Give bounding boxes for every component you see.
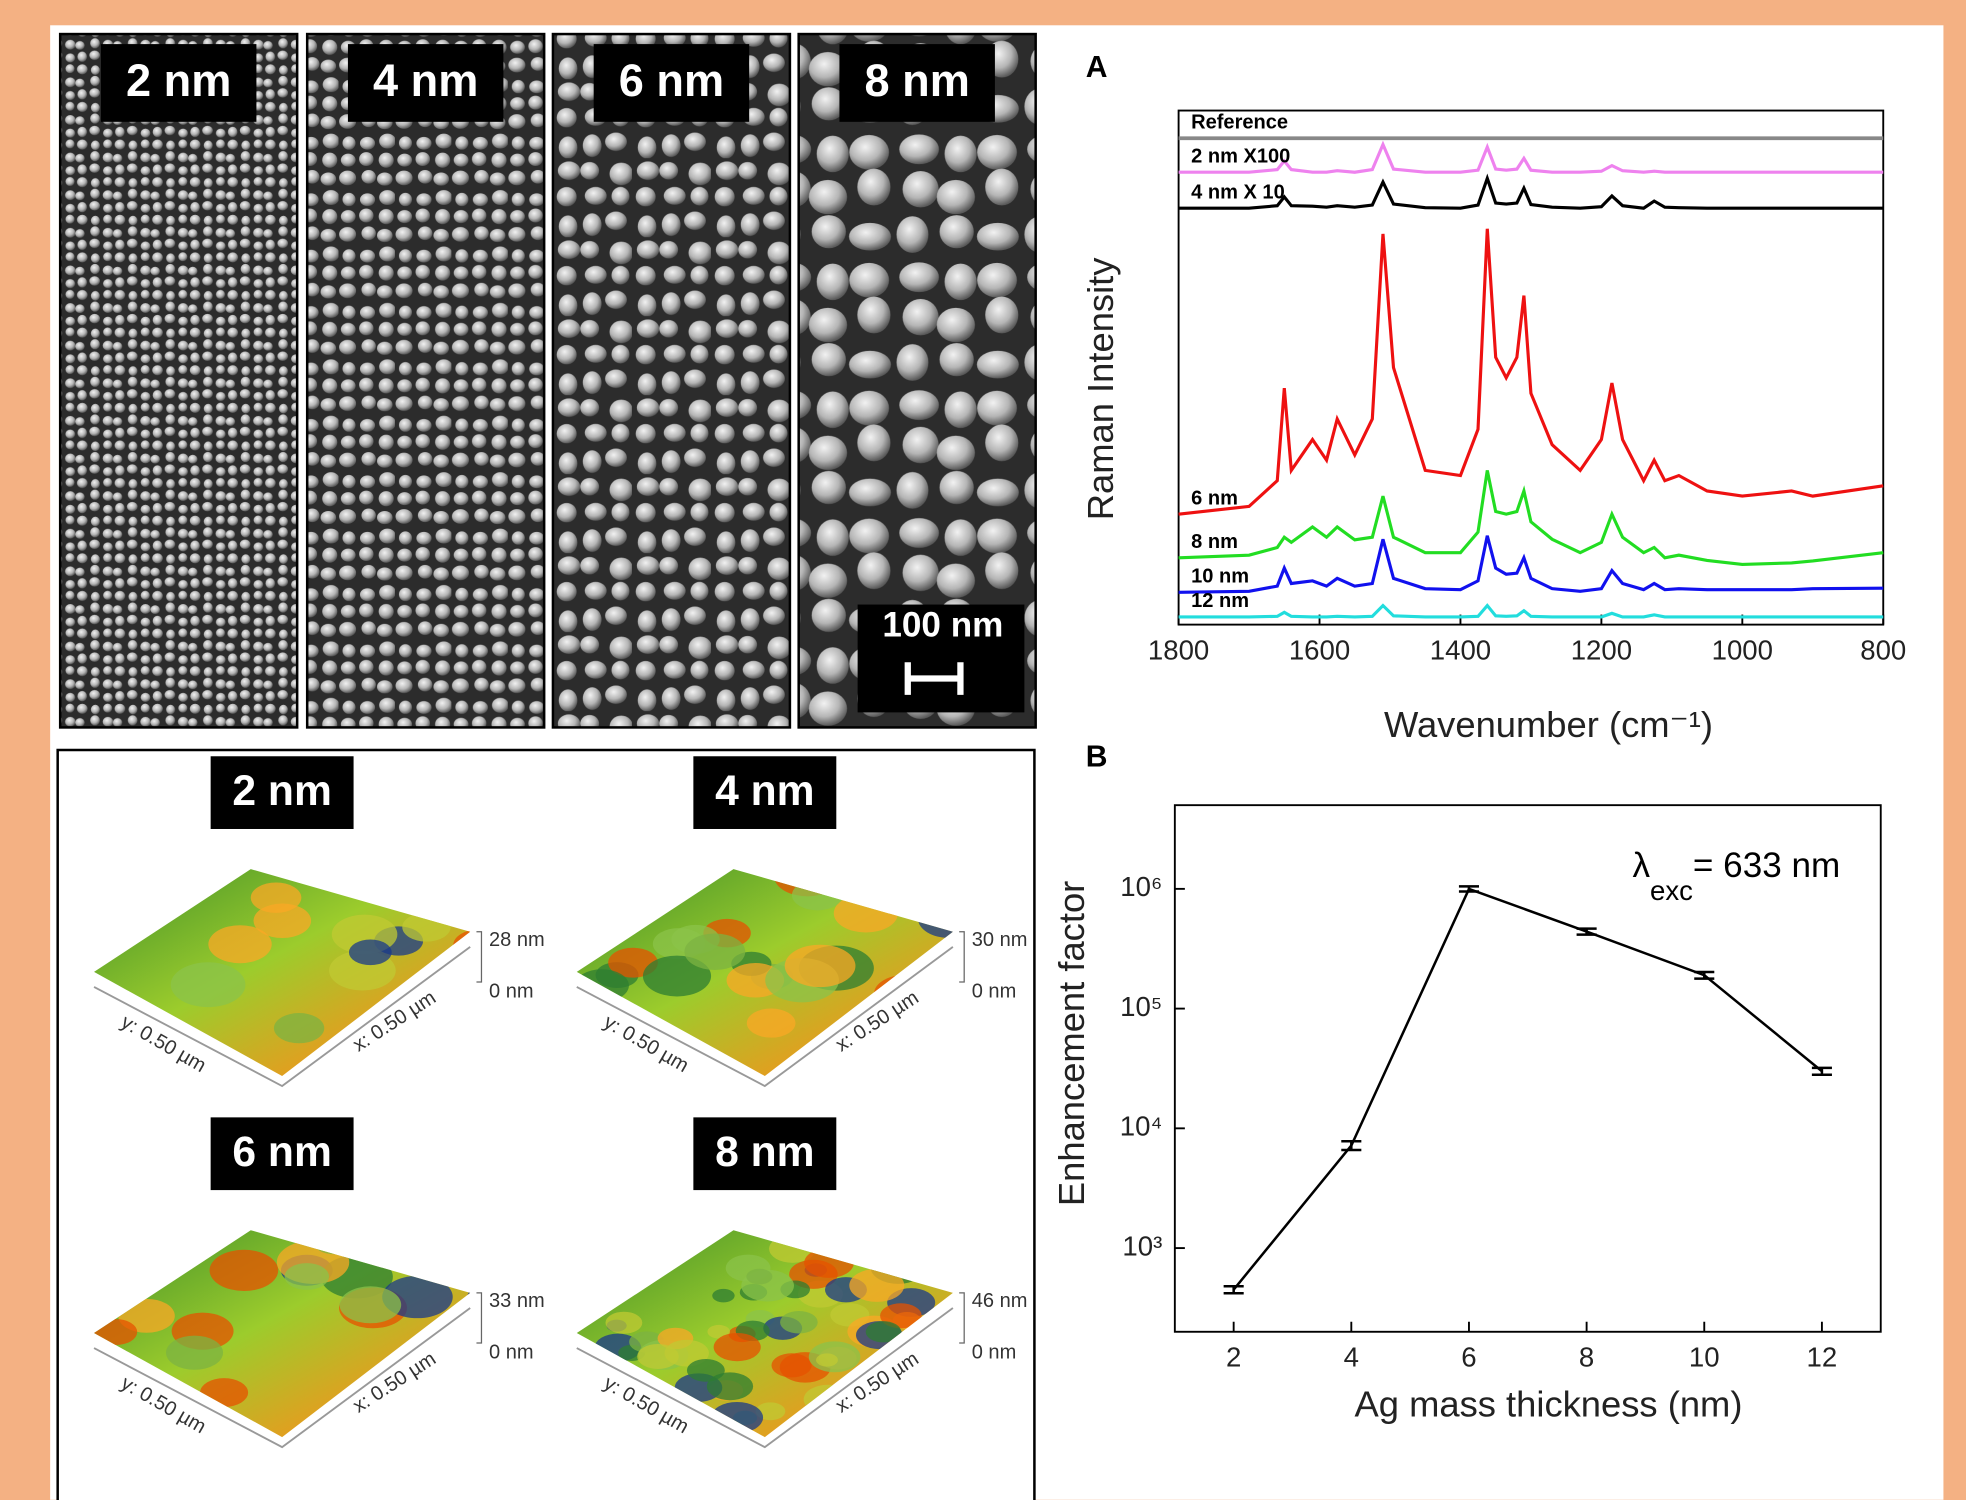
- x-tick-label: 1600: [1289, 634, 1350, 665]
- x-tick-label: 6: [1461, 1342, 1476, 1373]
- y-tick-label: 10⁶: [1120, 871, 1162, 902]
- x-tick-label: 10: [1689, 1342, 1720, 1373]
- afm-bump: [340, 1286, 402, 1323]
- afm-z-min: 0 nm: [489, 980, 534, 1002]
- afm-bump: [714, 1333, 761, 1361]
- x-tick-label: 12: [1807, 1342, 1838, 1373]
- x-tick-label: 8: [1579, 1342, 1594, 1373]
- annotation-symbol: λ: [1632, 846, 1650, 885]
- afm-title: 6 nm: [232, 1128, 332, 1176]
- series-label: 10 nm: [1191, 565, 1249, 587]
- afm-bump: [166, 1336, 223, 1370]
- panel-label: B: [1086, 741, 1108, 774]
- series-label: 8 nm: [1191, 531, 1238, 553]
- x-axis-label: Ag mass thickness (nm): [1355, 1384, 1743, 1425]
- sem-label: 4 nm: [373, 55, 478, 106]
- afm-bump: [606, 1312, 643, 1334]
- x-tick-label: 4: [1344, 1342, 1359, 1373]
- afm-bump: [274, 1013, 324, 1043]
- x-tick-label: 800: [1860, 634, 1906, 665]
- series-label: 12 nm: [1191, 590, 1249, 612]
- afm-z-max: 46 nm: [972, 1290, 1028, 1312]
- afm-bump: [747, 1008, 796, 1037]
- sem-image: [60, 34, 297, 727]
- y-tick-label: 10³: [1122, 1230, 1162, 1261]
- afm-z-min: 0 nm: [972, 1341, 1017, 1363]
- afm-bump: [816, 1353, 838, 1366]
- afm-z-max: 33 nm: [489, 1290, 545, 1312]
- series-label: 6 nm: [1191, 487, 1238, 509]
- series-label: 2 nm X100: [1191, 145, 1290, 167]
- afm-bump: [285, 1263, 330, 1290]
- afm-bump: [208, 925, 271, 963]
- afm-bump: [210, 1250, 279, 1291]
- figure: 2 nm4 nm6 nm8 nm100 nm2 nm28 nm0 nmy: 0.…: [0, 0, 1966, 1500]
- afm-bump: [349, 939, 392, 965]
- x-tick-label: 2: [1226, 1342, 1241, 1373]
- x-tick-label: 1400: [1430, 634, 1491, 665]
- afm-bump: [171, 962, 246, 1007]
- sem-image: [553, 34, 790, 727]
- afm-bump: [785, 945, 856, 987]
- afm-z-min: 0 nm: [489, 1341, 534, 1363]
- afm-z-min: 0 nm: [972, 980, 1017, 1002]
- afm-bump: [687, 1359, 725, 1382]
- sem-label: 2 nm: [126, 55, 231, 106]
- panel-label: A: [1086, 51, 1108, 84]
- y-axis-label: Enhancement factor: [1051, 881, 1092, 1206]
- series-label: Reference: [1191, 112, 1288, 134]
- annotation-text: = 633 nm: [1693, 846, 1840, 885]
- y-tick-label: 10⁵: [1120, 991, 1162, 1022]
- scale-bar-label: 100 nm: [882, 605, 1003, 644]
- y-axis-label: Raman Intensity: [1080, 257, 1121, 521]
- x-tick-label: 1200: [1571, 634, 1632, 665]
- afm-bump: [746, 1269, 772, 1285]
- afm-bump: [712, 1289, 734, 1302]
- y-tick-label: 10⁴: [1120, 1111, 1163, 1142]
- series-label: 4 nm X 10: [1191, 181, 1285, 203]
- x-axis-label: Wavenumber (cm⁻¹): [1384, 704, 1713, 745]
- afm-title: 8 nm: [715, 1128, 815, 1176]
- afm-bump: [780, 1311, 818, 1334]
- afm-bump: [251, 882, 302, 912]
- afm-title: 2 nm: [232, 767, 332, 815]
- sem-label: 6 nm: [619, 55, 724, 106]
- annotation-subscript: exc: [1650, 875, 1693, 906]
- sem-label: 8 nm: [865, 55, 970, 106]
- x-tick-label: 1800: [1148, 634, 1209, 665]
- page: {"sem": {"labels": ["2 nm", "4 nm", "6 n…: [0, 0, 1966, 1500]
- x-tick-label: 1000: [1712, 634, 1773, 665]
- afm-bump: [684, 934, 745, 970]
- sem-image: [307, 34, 544, 727]
- afm-z-max: 30 nm: [972, 929, 1028, 951]
- afm-title: 4 nm: [715, 767, 815, 815]
- afm-z-max: 28 nm: [489, 929, 545, 951]
